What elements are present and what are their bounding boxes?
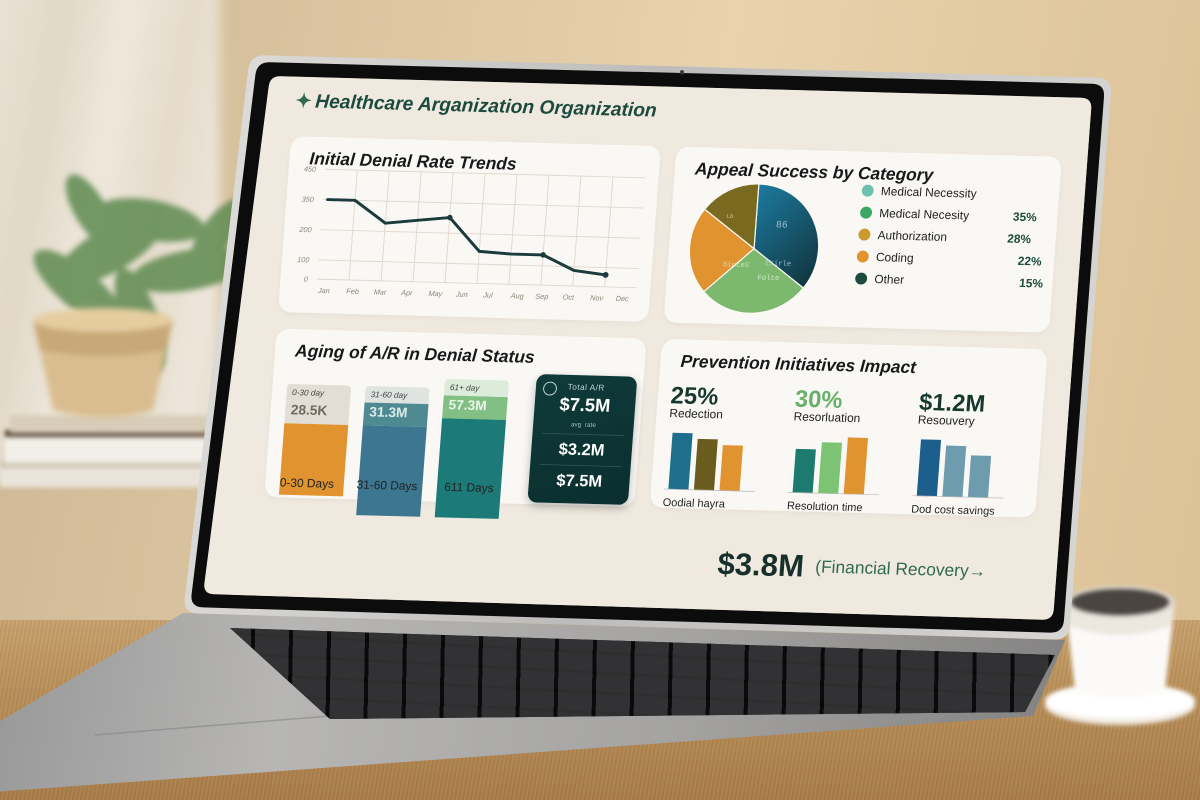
svg-text:E%irle: E%irle bbox=[765, 260, 792, 269]
svg-text:Folte: Folte bbox=[757, 274, 779, 283]
svg-text:200: 200 bbox=[298, 225, 312, 234]
svg-text:0: 0 bbox=[303, 275, 308, 284]
svg-text:Oct: Oct bbox=[562, 292, 575, 301]
svg-text:Jun: Jun bbox=[455, 290, 468, 299]
svg-text:Aug: Aug bbox=[509, 291, 524, 300]
svg-text:86: 86 bbox=[776, 219, 789, 230]
svg-text:Apr: Apr bbox=[400, 288, 414, 297]
svg-text:Jan: Jan bbox=[317, 286, 330, 295]
svg-text:Feb: Feb bbox=[346, 287, 359, 296]
svg-text:8inteS: 8inteS bbox=[723, 261, 750, 270]
svg-text:100: 100 bbox=[297, 255, 310, 264]
svg-text:Jul: Jul bbox=[482, 290, 493, 299]
svg-text:350: 350 bbox=[301, 195, 314, 204]
svg-text:LO: LO bbox=[726, 213, 734, 220]
svg-text:May: May bbox=[428, 289, 444, 298]
svg-text:Nov: Nov bbox=[590, 293, 604, 302]
svg-text:Dec: Dec bbox=[615, 294, 629, 303]
svg-text:Sep: Sep bbox=[535, 292, 549, 301]
svg-text:450: 450 bbox=[304, 164, 317, 173]
svg-text:Mar: Mar bbox=[373, 287, 387, 296]
